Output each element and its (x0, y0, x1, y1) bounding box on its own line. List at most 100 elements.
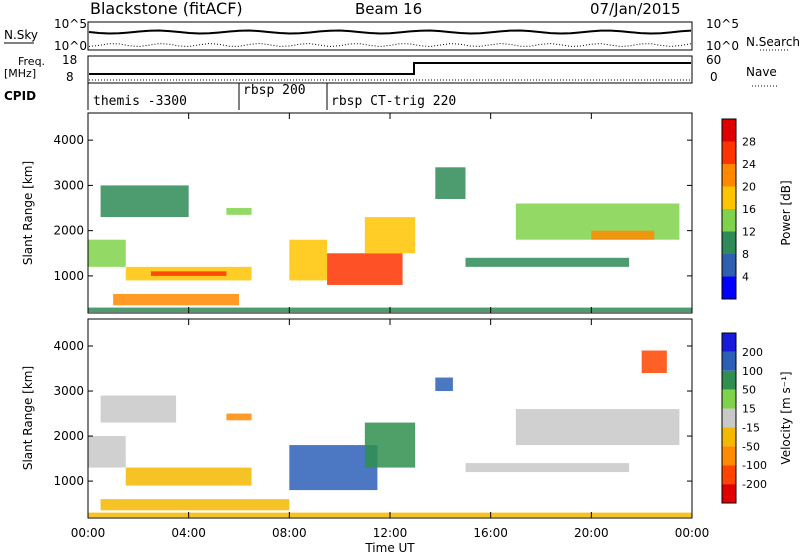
colorbar-tick-label: -15 (742, 421, 760, 434)
y-tick-label: 1000 (53, 474, 84, 488)
colorbar-tick-label: -50 (742, 440, 760, 453)
data-cell (226, 208, 252, 215)
y-tick-label: 2000 (53, 224, 84, 238)
x-tick-label: 12:00 (373, 526, 408, 540)
colorbar-swatch (722, 186, 736, 209)
cpid-segment-label: rbsp 200 (243, 83, 306, 98)
colorbar-tick-label: 28 (742, 136, 756, 149)
nave-tick-top: 60 (706, 53, 721, 67)
y-tick-label: 4000 (53, 133, 84, 147)
noise-left-tick-top: 10^5 (54, 17, 87, 31)
colorbar-tick-label: -200 (742, 478, 767, 491)
nave-label: Nave (746, 65, 777, 79)
colorbar-frame (721, 332, 737, 504)
x-tick-label: 04:00 (171, 526, 206, 540)
cpid-label: CPID (4, 89, 36, 103)
colorbar-tick-label: 8 (742, 248, 749, 261)
colorbar-tick-label: 24 (742, 158, 756, 171)
station-title: Blackstone (fitACF) (90, 0, 243, 18)
colorbar-swatch (722, 231, 736, 254)
colorbar-tick-label: 15 (742, 403, 756, 416)
freq-label-2: [MHz] (4, 67, 36, 80)
time-axis: 00:00 04:00 08:00 12:00 16:00 20:00 00:00 (71, 113, 710, 540)
data-cell (364, 217, 416, 254)
freq-label-1: Freq. (18, 55, 45, 68)
colorbar-swatch (722, 465, 736, 485)
velocity-colorbar: 200 100 50 15 -15 -50 -100 -200 (721, 332, 767, 504)
y-tick-label: 1000 (53, 269, 84, 283)
velocity-colorbar-label: Velocity [m s⁻¹] (779, 371, 793, 464)
colorbar-tick-label: 20 (742, 181, 756, 194)
nave-tick-bottom: 0 (710, 70, 718, 84)
noise-right-tick-bottom: 10^0 (706, 39, 739, 53)
data-cell (100, 499, 290, 511)
power-panel: 1000 2000 3000 4000 Slant Range [km] (21, 112, 693, 314)
colorbar-swatch (722, 276, 736, 299)
data-cell (515, 409, 680, 446)
data-cell (289, 239, 328, 281)
data-cell (289, 445, 378, 491)
data-cell (150, 271, 227, 276)
noise-sky-trace (88, 29, 692, 35)
colorbar-swatch (722, 119, 736, 142)
freq-frame (87, 55, 693, 84)
y-tick-label: 3000 (53, 178, 84, 192)
noise-right-tick-top: 10^5 (706, 17, 739, 31)
power-colorbar-label: Power [dB] (779, 180, 793, 245)
date-title: 07/Jan/2015 (590, 0, 681, 18)
y-tick-label: 2000 (53, 429, 84, 443)
data-cell (435, 377, 453, 392)
data-cell (113, 293, 239, 306)
data-cell (465, 463, 630, 473)
freq-panel: Freq. [MHz] 18 8 60 0 Nave CPID (4, 53, 778, 103)
colorbar-swatch (722, 351, 736, 371)
colorbar-tick-label: 4 (742, 271, 749, 284)
data-cell (364, 422, 416, 468)
x-tick-label: 08:00 (272, 526, 307, 540)
noise-left-tick-bottom: 10^0 (54, 39, 87, 53)
noise-panel: N.Sky 10^5 10^0 10^5 10^0 N.Search (4, 17, 800, 53)
x-tick-label: 20:00 (574, 526, 609, 540)
colorbar-tick-label: 12 (742, 226, 756, 239)
noise-search-trace (88, 42, 692, 48)
freq-trace (89, 62, 691, 75)
colorbar-swatch (722, 370, 736, 390)
power-y-label: Slant Range [km] (21, 161, 35, 265)
colorbar-swatch (722, 141, 736, 164)
colorbar-swatch (722, 164, 736, 187)
colorbar-swatch (722, 209, 736, 232)
data-cell (88, 239, 126, 267)
colorbar-tick-label: 16 (742, 203, 756, 216)
cpid-bar: themis -3300 rbsp 200 rbsp CT-trig 220 (87, 83, 456, 110)
colorbar-swatch (722, 389, 736, 409)
colorbar-tick-label: 200 (742, 346, 763, 359)
colorbar-frame (721, 118, 737, 300)
data-cell (327, 253, 403, 285)
x-tick-label: 16:00 (473, 526, 508, 540)
power-colorbar: 4 8 12 16 20 24 28 (721, 118, 756, 300)
velocity-y-ticks: 1000 2000 3000 4000 (53, 339, 692, 488)
data-cell (591, 230, 655, 240)
colorbar-swatch (722, 427, 736, 447)
colorbar-swatch (722, 484, 736, 503)
colorbar-swatch (722, 408, 736, 428)
y-tick-label: 4000 (53, 339, 84, 353)
freq-tick-bottom: 8 (66, 70, 74, 84)
colorbar-swatch (722, 446, 736, 466)
data-cell (125, 467, 252, 486)
data-cell (100, 185, 189, 218)
colorbar-tick-label: -100 (742, 459, 767, 472)
data-cell (100, 395, 177, 423)
data-cell (435, 167, 466, 199)
data-cell (226, 413, 252, 421)
colorbar-swatch (722, 333, 736, 352)
x-tick-label: 00:00 (675, 526, 710, 540)
x-axis-label: Time UT (364, 541, 415, 554)
data-cell (88, 436, 126, 468)
data-cell (641, 350, 667, 374)
power-y-ticks: 1000 2000 3000 4000 (53, 133, 692, 283)
cpid-segment-label: rbsp CT-trig 220 (331, 94, 456, 109)
data-cell (465, 257, 630, 267)
noise-left-label: N.Sky (4, 28, 38, 42)
